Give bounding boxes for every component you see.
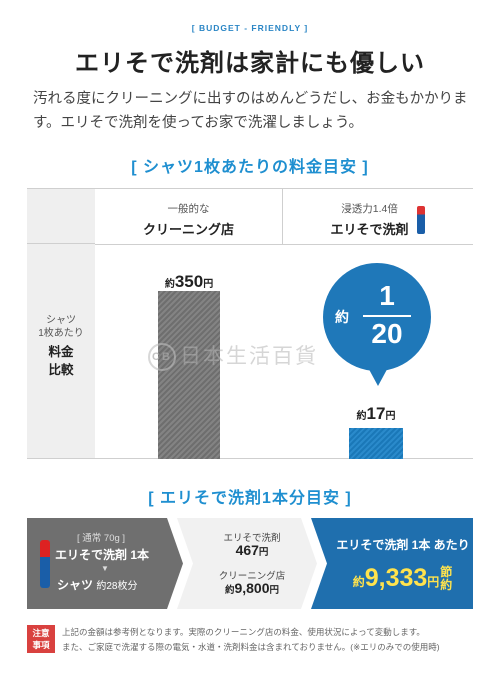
watermark: CB 日本生活百貨 bbox=[148, 340, 318, 372]
summary-savings-segment: エリそで洗剤 1本 あたり 約9,333円節約 bbox=[311, 518, 473, 609]
row-label-sub: シャツ 1枚あたり bbox=[38, 315, 84, 339]
cleaning-price-label: クリーニング店 bbox=[218, 571, 286, 582]
tagline: [ BUDGET - FRIENDLY ] bbox=[191, 23, 309, 33]
summary-section-title: [ エリそで洗剤1本分目安 ] bbox=[148, 490, 352, 507]
ratio-prefix: 約 bbox=[335, 309, 349, 325]
comparison-table: シャツ 1枚あたり 料金 比較 一般的な クリーニング店 浸透力1.4倍 エリそ… bbox=[27, 188, 473, 459]
detergent-price-label: エリそで洗剤 bbox=[223, 533, 281, 544]
row-label-main: 料金 比較 bbox=[48, 345, 74, 377]
column-divider bbox=[282, 189, 283, 244]
notes-line-1: 上記の金額は参考例となります。実際のクリーニング店の料金、使用状況によって変動し… bbox=[62, 627, 425, 637]
bar-detergent bbox=[349, 428, 403, 459]
product-bottle-icon bbox=[417, 205, 426, 234]
col2-sub: 浸透力1.4倍 bbox=[341, 203, 398, 215]
comparison-section-title: [ シャツ1枚あたりの料金目安 ] bbox=[131, 159, 369, 176]
intro-text: 汚れる度にクリーニングに出すのはめんどうだし、お金もかかります。エリそで洗剤を使… bbox=[33, 91, 468, 131]
col2-main: エリそで洗剤 bbox=[330, 222, 409, 237]
capacity-note: [ 通常 70g ] bbox=[77, 533, 126, 544]
product-name: エリそで洗剤 1本 bbox=[55, 548, 150, 562]
bar-detergent-label: 約17円 bbox=[356, 404, 396, 423]
bar-detergent-value: 17 bbox=[366, 404, 386, 423]
savings-title: エリそで洗剤 1本 あたり bbox=[336, 538, 470, 552]
shirts-count: シャツ 約28枚分 bbox=[57, 578, 138, 592]
row-label: シャツ 1枚あたり 料金 比較 bbox=[27, 314, 95, 379]
ratio-denominator: 20 bbox=[371, 318, 403, 349]
bar-cleaning-value: 350 bbox=[174, 272, 204, 291]
header-divider bbox=[95, 244, 473, 245]
cleaning-price: 約9,800円 bbox=[224, 580, 280, 596]
notes-line-2: また、ご家庭で洗濯する際の電気・水道・洗剤料金は含まれておりません。(※エリのみ… bbox=[62, 642, 440, 652]
savings-suffix: 節約 bbox=[440, 565, 453, 593]
col1-main: クリーニング店 bbox=[142, 222, 234, 237]
row-label-column bbox=[27, 189, 95, 458]
watermark-text: 日本生活百貨 bbox=[180, 345, 318, 368]
footer-notes: 上記の金額は参考例となります。実際のクリーニング店の料金、使用状況によって変動し… bbox=[62, 625, 472, 655]
watermark-logo: CB bbox=[148, 343, 176, 372]
bar-cleaning-label: 約350円 bbox=[164, 272, 214, 291]
summary-product-segment: [ 通常 70g ] エリそで洗剤 1本 ▼ シャツ 約28枚分 bbox=[27, 518, 183, 609]
caution-badge: 注意 事項 bbox=[27, 625, 55, 653]
summary-strip: [ 通常 70g ] エリそで洗剤 1本 ▼ シャツ 約28枚分 エリそで洗剤 … bbox=[27, 518, 473, 609]
column-header-cleaning: 一般的な クリーニング店 bbox=[95, 201, 282, 238]
bar-cleaning bbox=[158, 291, 220, 459]
page-headline: エリそで洗剤は家計にも優しい bbox=[75, 50, 425, 77]
ratio-bubble: 約 1 20 bbox=[323, 263, 431, 371]
ratio-fraction-line bbox=[363, 315, 411, 317]
savings-amount: 約9,333円節約 bbox=[352, 564, 453, 593]
product-can-icon bbox=[40, 540, 50, 588]
column-header-detergent: 浸透力1.4倍 エリそで洗剤 bbox=[283, 201, 473, 238]
summary-price-segment: エリそで洗剤 467円 クリーニング店 約9,800円 bbox=[177, 518, 317, 609]
col1-sub: 一般的な bbox=[167, 203, 210, 215]
ratio-numerator: 1 bbox=[379, 280, 395, 311]
detergent-price: 467円 bbox=[235, 542, 269, 558]
down-arrow-icon: ▼ bbox=[101, 564, 109, 573]
